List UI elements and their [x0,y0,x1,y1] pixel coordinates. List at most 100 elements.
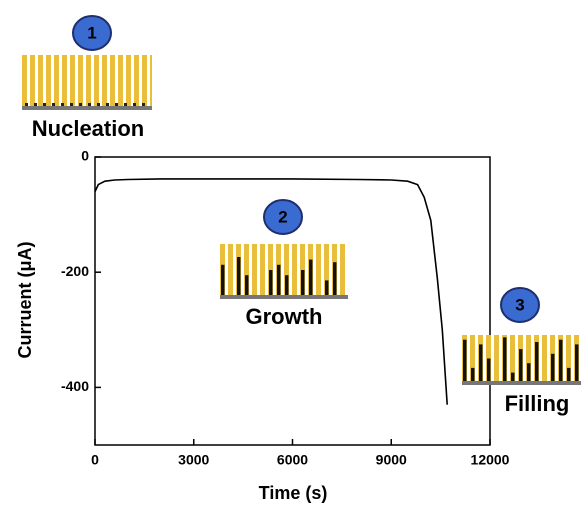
inset-stripe [571,335,574,382]
inset-stripe [131,55,134,107]
inset-stripe [225,244,228,296]
inset-stripe [289,244,292,296]
chart: Time (s) Curruent (μA) 0 -200 -400 0 3000 600… [0,0,581,505]
inset-stripe [67,55,70,107]
inset-wire [479,344,483,382]
inset-seed [97,103,100,106]
inset-stripe [297,244,300,296]
x-tick-label: 6000 [277,452,308,468]
inset-seed [61,103,64,106]
inset-seed [88,103,91,106]
y-tick-label: -400 [61,378,89,394]
inset-wire [325,280,329,296]
inset-stripe [249,244,252,296]
inset-seed [133,103,136,106]
inset-seed [142,103,145,106]
inset-stripe [233,244,236,296]
inset-wire [567,368,571,382]
inset-stripe [43,55,46,107]
inset-stripe [115,55,118,107]
inset-wire [309,260,313,296]
inset-stripe [515,335,518,382]
inset-seed [79,103,82,106]
inset-stripe [265,244,268,296]
inset-stripe [51,55,54,107]
inset-wire [221,265,225,296]
inset-wire [237,257,241,296]
inset-stripe [123,55,126,107]
inset-base [220,295,348,299]
x-tick-label: 9000 [376,452,407,468]
inset-stripe [523,335,526,382]
inset-stripe [281,244,284,296]
inset-stripe [241,244,244,296]
inset-seed [52,103,55,106]
inset-stripe [59,55,62,107]
inset-wire [487,359,491,383]
inset-wire [269,270,273,296]
y-tick-label: 0 [81,148,89,164]
x-tick-label: 3000 [178,452,209,468]
inset-stripe [329,244,332,296]
step-number: 3 [515,295,524,314]
inset-wire [551,354,555,382]
inset-seed [115,103,118,106]
inset-seed [124,103,127,106]
inset-stripe [83,55,86,107]
phase-label: Filling [505,391,570,416]
inset-seed [34,103,37,106]
inset-wire [519,349,523,382]
inset-stripe [491,335,494,382]
y-tick-label: -200 [61,263,89,279]
inset-stripe [475,335,478,382]
inset-wire [527,363,531,382]
inset-stripe [345,244,348,296]
plot-frame [95,157,490,445]
inset-stripe [539,335,542,382]
inset-stripe [91,55,94,107]
y-axis-title: Curruent (μA) [15,241,35,358]
inset-wire [559,340,563,382]
inset-stripe [273,244,276,296]
inset-wire [277,265,281,296]
inset-stripe [313,244,316,296]
inset-stripe [555,335,558,382]
inset-wire [471,368,475,382]
inset-stripe [531,335,534,382]
inset-base [462,381,581,385]
inset-stripe [147,55,150,107]
inset-stripe [499,335,502,382]
inset-wire [463,340,467,382]
phase-label: Growth [246,304,323,329]
x-axis-title: Time (s) [259,483,328,503]
phase-label: Nucleation [32,116,144,141]
inset-seed [25,103,28,106]
step-number: 1 [87,23,96,42]
inset-stripe [75,55,78,107]
x-tick-label: 12000 [471,452,510,468]
inset-wire [511,373,515,382]
inset-wire [333,262,337,296]
inset-stripe [139,55,142,107]
inset-seed [106,103,109,106]
inset-stripe [337,244,340,296]
inset-wire [285,275,289,296]
inset-stripe [321,244,324,296]
inset-seed [70,103,73,106]
inset-stripe [99,55,102,107]
inset-base [22,106,152,110]
inset-stripe [107,55,110,107]
inset-seed [43,103,46,106]
inset-stripe [563,335,566,382]
inset-stripe [547,335,550,382]
inset-wire [535,342,539,382]
inset-stripe [35,55,38,107]
inset-stripe [467,335,470,382]
x-tick-label: 0 [91,452,99,468]
step-number: 2 [278,207,287,226]
inset-wire [503,337,507,382]
inset-stripe [507,335,510,382]
inset-stripe [27,55,30,107]
inset-wire [575,344,579,382]
inset-wire [301,270,305,296]
